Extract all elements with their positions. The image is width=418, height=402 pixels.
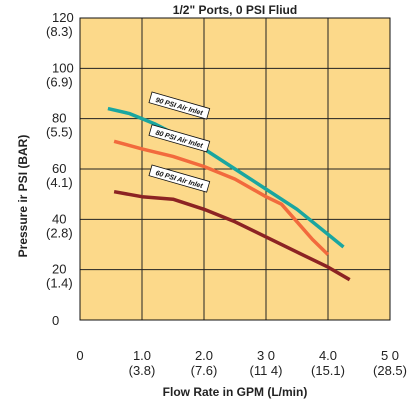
callout-box (148, 124, 211, 153)
x-tick-sublabel: (7.6) (191, 363, 218, 378)
y-tick-sublabel: (8.3) (46, 24, 73, 39)
chart-title: 1/2" Ports, 0 PSI Fliud (173, 3, 297, 17)
y-axis-title: Pressure ir PSI (BAR) (16, 135, 30, 258)
x-tick-label: 1.0 (133, 348, 151, 363)
x-tick-sublabel: (28.5) (373, 363, 407, 378)
y-tick-sublabel: (2.8) (46, 225, 73, 240)
callout-box (148, 91, 211, 120)
y-tick-label: 20 (52, 262, 66, 277)
x-tick-label: 3 0 (257, 348, 275, 363)
x-tick-label: 2.0 (195, 348, 213, 363)
y-tick-label: 40 (52, 211, 66, 226)
y-tick-sublabel: (5.5) (46, 125, 73, 140)
series-line (113, 139, 330, 256)
series-line (107, 106, 345, 249)
series-line (113, 189, 351, 282)
x-tick-label: 5 0 (381, 348, 399, 363)
callout-box (148, 164, 211, 193)
y-tick-label: 0 (52, 313, 59, 328)
y-tick-label: 120 (52, 10, 74, 25)
x-axis-title: Flow Rate in GPM (L/min) (163, 385, 308, 399)
x-tick-sublabel: (3.8) (129, 363, 156, 378)
x-tick-label: 0 (76, 348, 83, 363)
plot-frame (79, 17, 391, 321)
y-axis-ticks: 0 20(1.4) 40(2.8) 60(4.1) 80(5.5) 100(6.9) 120… (46, 10, 74, 328)
series-layer (107, 106, 351, 282)
y-tick-label: 100 (52, 60, 74, 75)
y-tick-sublabel: (6.9) (46, 74, 73, 89)
y-tick-sublabel: (4.1) (46, 175, 73, 190)
x-axis-ticks: 0 1.0(3.8) 2.0(7.6) 3 0(11 4) 4.0(15.1) 5 0(2… (76, 348, 407, 378)
y-tick-label: 80 (52, 111, 66, 126)
y-tick-label: 60 (52, 161, 66, 176)
y-tick-sublabel: (1.4) (46, 276, 73, 291)
x-tick-label: 4.0 (319, 348, 337, 363)
x-tick-sublabel: (11 4) (250, 363, 283, 378)
x-tick-sublabel: (15.1) (311, 363, 345, 378)
